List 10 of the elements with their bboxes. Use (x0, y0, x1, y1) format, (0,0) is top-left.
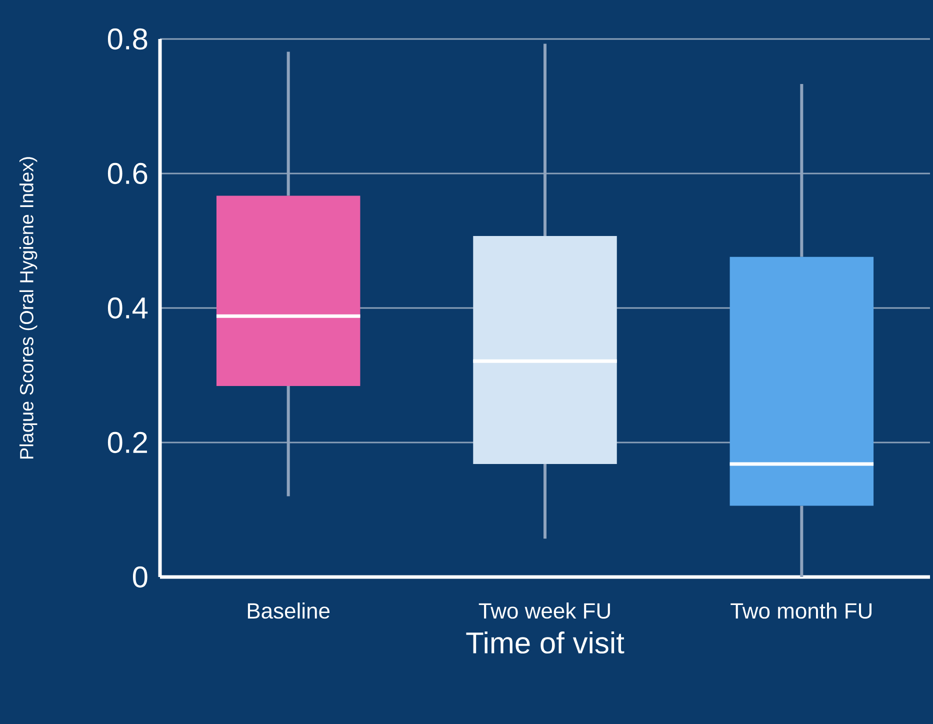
y-tick-label: 0 (132, 566, 148, 588)
y-tick-label: 0.2 (108, 432, 147, 454)
x-tick-label: Baseline (248, 602, 330, 619)
x-tick-label: Two week FU (478, 602, 610, 619)
y-axis-title: Plaque Scores (Oral Hygiene Index) (19, 157, 38, 459)
y-tick-label: 0.8 (108, 28, 148, 50)
x-tick-label: Two month FU (730, 602, 872, 619)
x-axis-title: Time of visit (466, 632, 624, 654)
y-tick-label: 0.4 (108, 297, 148, 319)
y-tick-label: 0.6 (108, 162, 148, 184)
